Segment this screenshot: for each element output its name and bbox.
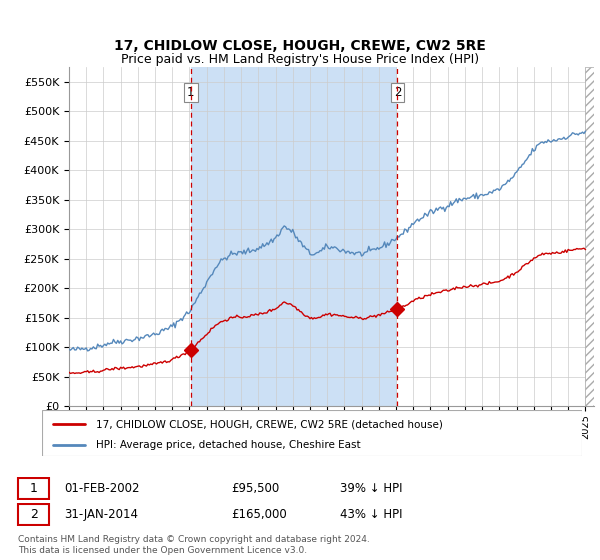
Bar bbox=[18, 478, 49, 499]
Text: 1: 1 bbox=[29, 482, 38, 495]
Text: 2: 2 bbox=[29, 508, 38, 521]
Text: 43% ↓ HPI: 43% ↓ HPI bbox=[340, 508, 403, 521]
Text: HPI: Average price, detached house, Cheshire East: HPI: Average price, detached house, Ches… bbox=[96, 440, 361, 450]
Text: 01-FEB-2002: 01-FEB-2002 bbox=[64, 482, 139, 495]
Text: £95,500: £95,500 bbox=[231, 482, 279, 495]
Text: 39% ↓ HPI: 39% ↓ HPI bbox=[340, 482, 403, 495]
Bar bbox=[586, 67, 594, 406]
Bar bbox=[18, 504, 49, 525]
Text: Price paid vs. HM Land Registry's House Price Index (HPI): Price paid vs. HM Land Registry's House … bbox=[121, 53, 479, 66]
Text: 31-JAN-2014: 31-JAN-2014 bbox=[64, 508, 138, 521]
Text: 17, CHIDLOW CLOSE, HOUGH, CREWE, CW2 5RE (detached house): 17, CHIDLOW CLOSE, HOUGH, CREWE, CW2 5RE… bbox=[96, 419, 443, 430]
Text: This data is licensed under the Open Government Licence v3.0.: This data is licensed under the Open Gov… bbox=[18, 547, 307, 556]
Text: 2: 2 bbox=[394, 86, 401, 99]
Text: Contains HM Land Registry data © Crown copyright and database right 2024.: Contains HM Land Registry data © Crown c… bbox=[18, 534, 370, 544]
Text: £165,000: £165,000 bbox=[231, 508, 287, 521]
Text: 1: 1 bbox=[187, 86, 194, 99]
Text: 17, CHIDLOW CLOSE, HOUGH, CREWE, CW2 5RE: 17, CHIDLOW CLOSE, HOUGH, CREWE, CW2 5RE bbox=[114, 39, 486, 53]
Bar bbox=[191, 67, 397, 406]
